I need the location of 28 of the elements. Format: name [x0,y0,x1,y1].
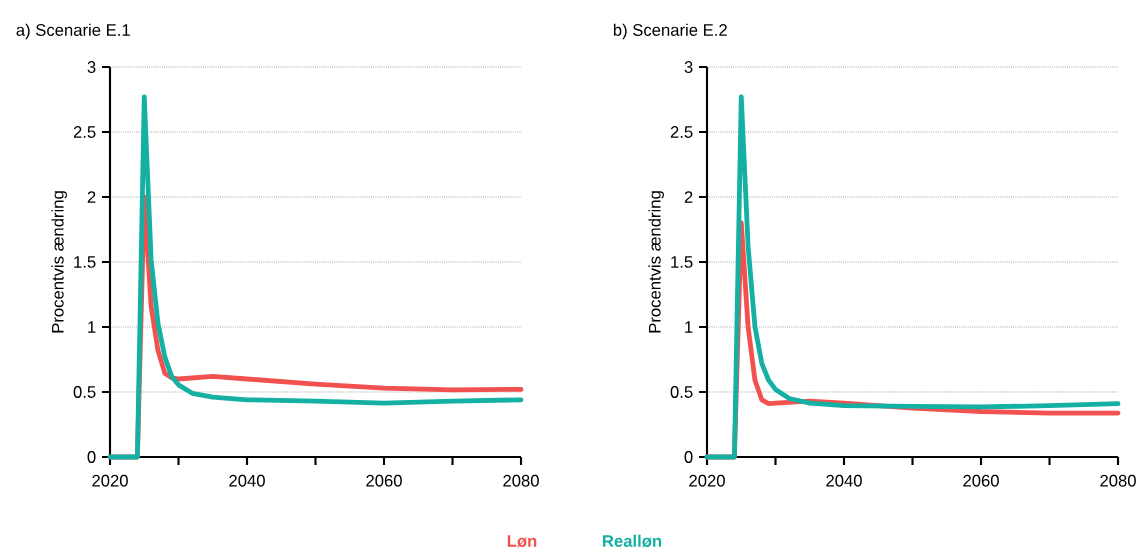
y-axis-title: Procentvis ændring [648,191,664,333]
y-tick-label: 3 [87,61,96,73]
x-tick-label: 2060 [963,474,999,487]
y-tick-label: 0 [684,451,693,463]
y-axis-title: Procentvis ændring [51,191,67,333]
x-tick-label: 2020 [92,474,128,487]
y-tick-label: 3 [684,61,693,73]
y-tick-label: 1 [88,321,96,333]
y-tick-label: 1 [685,321,693,333]
y-tick-label: 0.5 [73,386,96,398]
chart-title: a) Scenarie E.1 [16,23,130,40]
y-tick-label: 1.5 [74,256,96,268]
y-tick-label: 2 [87,191,96,203]
x-tick-label: 2060 [366,474,402,487]
y-tick-label: 2.5 [73,126,96,138]
text: Realløn [603,534,662,548]
x-tick-label: 2040 [826,474,862,487]
y-tick-label: 1.5 [671,256,693,268]
y-tick-label: 0 [87,451,96,463]
x-tick-label: 2080 [1100,474,1136,487]
chart-title: b) Scenarie E.2 [613,23,727,40]
x-tick-label: 2040 [229,474,265,487]
y-tick-label: 2.5 [670,126,693,138]
text: Løn [507,535,537,548]
x-tick-label: 2080 [503,474,539,487]
y-tick-label: 2 [684,191,693,203]
x-tick-label: 2020 [689,474,725,487]
y-tick-label: 0.5 [670,386,693,398]
